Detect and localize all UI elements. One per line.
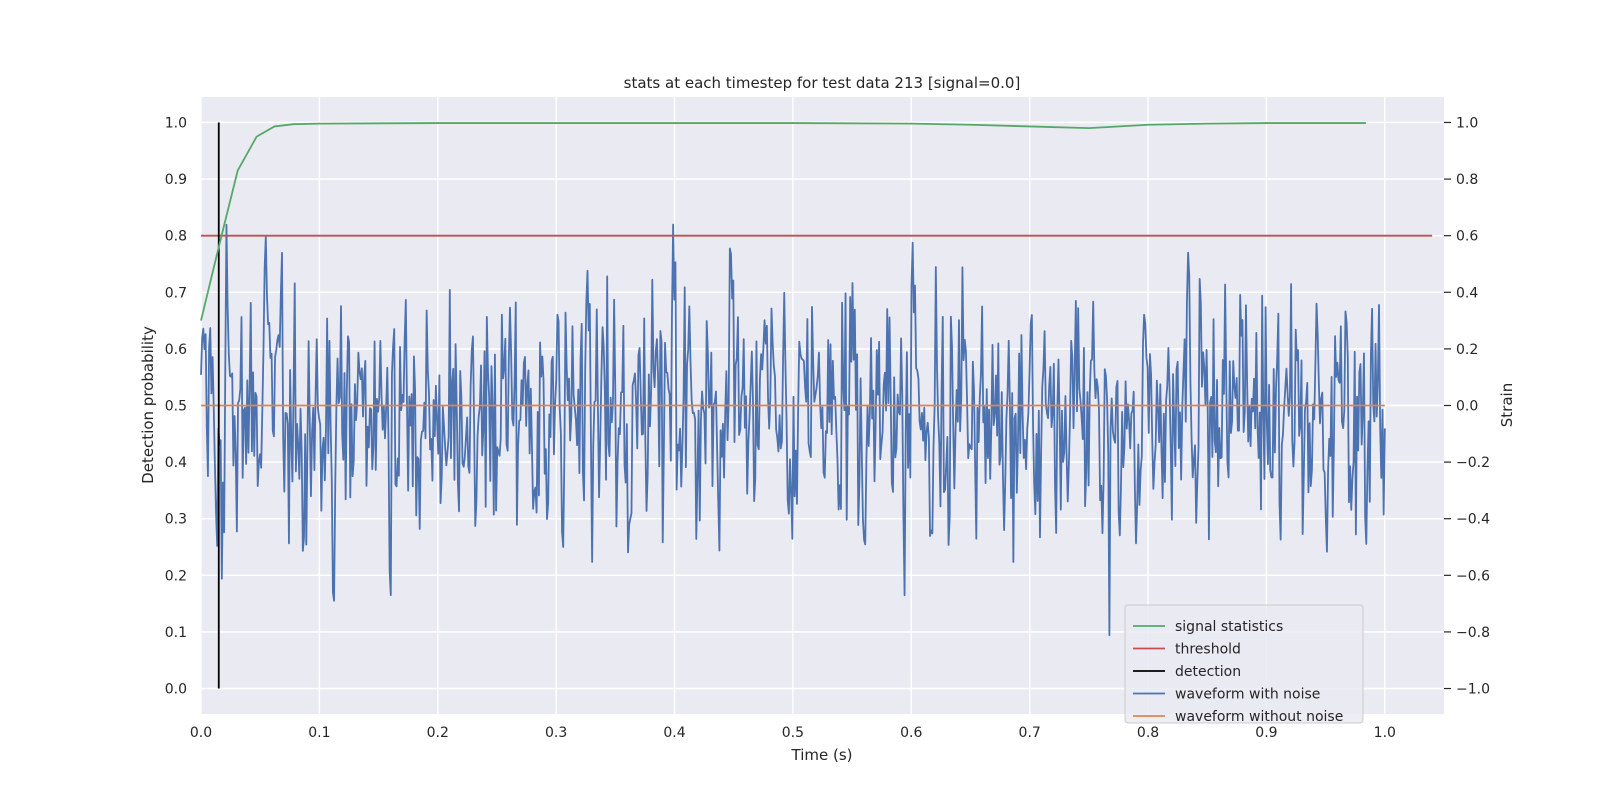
y-axis-left-title: Detection probability — [139, 326, 157, 484]
y-right-tick-label: 0.2 — [1456, 342, 1478, 358]
y-right-tick-label: −0.6 — [1456, 568, 1490, 584]
y-right-tick-label: −0.2 — [1456, 455, 1490, 471]
y-left-tick-label: 0.2 — [165, 568, 187, 584]
y-left-tick-label: 0.1 — [165, 625, 187, 641]
y-right-tick-label: −0.8 — [1456, 625, 1490, 641]
y-axis-right-title: Strain — [1498, 383, 1516, 427]
y-left-tick-label: 0.4 — [165, 455, 187, 471]
series-line-signal-statistics — [200, 122, 1366, 321]
y-left-tick-label: 1.0 — [165, 115, 187, 131]
legend-label: detection — [1175, 664, 1241, 680]
legend-entry: threshold — [1133, 642, 1241, 658]
legend-entry: waveform with noise — [1133, 687, 1320, 703]
y-right-tick-label: 0.6 — [1456, 229, 1478, 245]
y-left-tick-label: 0.3 — [165, 512, 187, 528]
y-right-tick-label: −0.4 — [1456, 512, 1490, 528]
x-tick-label: 0.3 — [545, 725, 567, 741]
x-tick-label: 0.4 — [663, 725, 685, 741]
y-left-tick-label: 0.6 — [165, 342, 187, 358]
chart-title: stats at each timestep for test data 213… — [624, 74, 1021, 92]
x-tick-label: 0.7 — [1019, 725, 1041, 741]
x-tick-label: 1.0 — [1374, 725, 1396, 741]
legend-label: threshold — [1175, 642, 1241, 658]
axis-layer: 0.0 0.1 0.2 0.3 0.4 0.5 0.6 0.7 0.8 0.9 1.0 0.0 0.1 0… — [165, 115, 1490, 741]
y-left-tick-label: 0.5 — [165, 399, 187, 415]
legend-entry: detection — [1133, 664, 1241, 680]
legend-entry: waveform without noise — [1133, 709, 1343, 725]
legend-box — [1124, 604, 1364, 724]
x-tick-label: 0.1 — [308, 725, 330, 741]
legend-label: signal statistics — [1175, 619, 1283, 635]
legend-label: waveform with noise — [1175, 687, 1320, 703]
y-right-tick-label: −1.0 — [1456, 682, 1490, 698]
series-line-waveform-with-noise — [200, 223, 1386, 637]
y-left-tick-label: 0.9 — [165, 172, 187, 188]
x-tick-label: 0.5 — [782, 725, 804, 741]
legend: signal statistics threshold detection wavef… — [1124, 604, 1364, 725]
x-tick-label: 0.8 — [1137, 725, 1159, 741]
y-right-tick-label: 0.0 — [1456, 399, 1478, 415]
x-axis-title: Time (s) — [791, 746, 853, 764]
series-layer — [200, 122, 1433, 689]
legend-label: waveform without noise — [1175, 709, 1343, 725]
y-left-tick-label: 0.0 — [165, 682, 187, 698]
x-tick-label: 0.9 — [1255, 725, 1277, 741]
y-right-tick-label: 0.8 — [1456, 172, 1478, 188]
x-tick-label: 0.6 — [900, 725, 922, 741]
y-right-tick-label: 1.0 — [1456, 115, 1478, 131]
x-tick-label: 0.0 — [190, 725, 212, 741]
y-left-tick-label: 0.7 — [165, 285, 187, 301]
y-left-tick-label: 0.8 — [165, 229, 187, 245]
x-tick-label: 0.2 — [427, 725, 449, 741]
legend-entry: signal statistics — [1133, 619, 1283, 635]
y-right-tick-label: 0.4 — [1456, 285, 1478, 301]
